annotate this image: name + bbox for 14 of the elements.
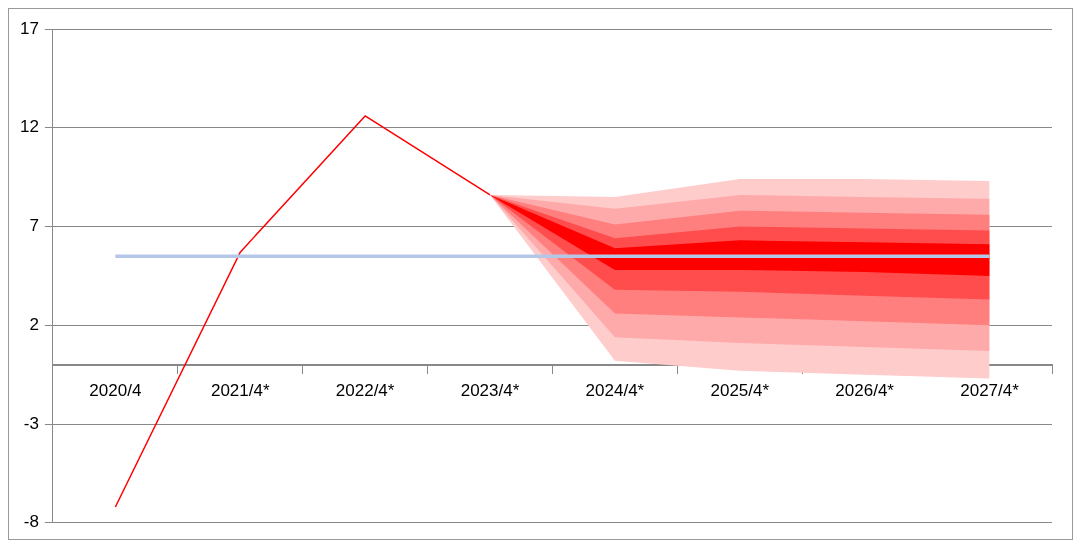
x-tick-label: 2022/4*	[335, 380, 395, 400]
y-tick-label: 12	[19, 117, 39, 137]
y-tick-label: 17	[19, 18, 39, 38]
y-tick-label: 7	[29, 216, 39, 236]
x-tick-label: 2027/4*	[960, 380, 1020, 400]
y-tick-label: 2	[29, 314, 39, 334]
y-tick-label: -3	[23, 413, 39, 433]
x-tick-label: 2026/4*	[835, 380, 895, 400]
x-tick-label: 2021/4*	[210, 380, 270, 400]
x-tick-label: 2025/4*	[710, 380, 770, 400]
y-tick-label: -8	[23, 512, 39, 532]
x-tick-label: 2023/4*	[460, 380, 520, 400]
x-tick-label: 2020/4	[89, 380, 142, 400]
x-tick-label: 2024/4*	[585, 380, 645, 400]
